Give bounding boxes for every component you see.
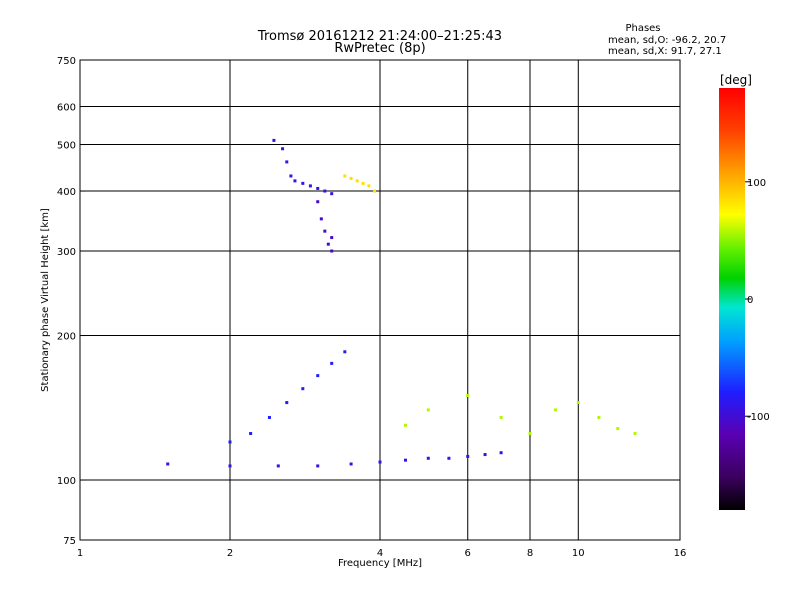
y-tick-label: 500	[57, 141, 76, 152]
data-point	[378, 460, 382, 464]
data-point	[301, 387, 305, 391]
data-points	[166, 138, 637, 468]
data-point	[323, 229, 327, 233]
data-point	[426, 408, 430, 412]
data-point	[249, 432, 253, 436]
data-point	[228, 464, 232, 468]
y-tick-label: 300	[57, 247, 76, 258]
data-point	[330, 361, 334, 365]
x-tick-label: 4	[377, 548, 383, 559]
y-tick-label: 600	[57, 103, 76, 114]
colorbar-tick-label: 0	[747, 295, 753, 306]
data-point	[447, 456, 451, 460]
data-point	[316, 464, 320, 468]
data-point	[349, 462, 353, 466]
colorbar-tick-label: 100	[747, 178, 766, 189]
x-tick-label: 2	[227, 548, 233, 559]
data-point	[316, 200, 320, 204]
data-point	[323, 189, 327, 193]
data-point	[528, 432, 532, 436]
data-point	[483, 453, 487, 457]
x-tick-labels: 1 2 4 6 8 10 16	[77, 548, 687, 559]
x-tick-label: 6	[465, 548, 471, 559]
data-point	[367, 184, 371, 188]
data-point	[285, 160, 289, 164]
data-point	[576, 401, 580, 405]
data-point	[361, 181, 365, 185]
data-point	[373, 189, 377, 193]
data-point	[301, 181, 305, 185]
x-tick-label: 1	[77, 548, 83, 559]
data-point	[616, 427, 620, 431]
data-point	[316, 374, 320, 378]
data-point	[466, 454, 470, 458]
data-point	[330, 192, 334, 196]
grid-lines	[80, 59, 680, 541]
data-point	[349, 176, 353, 180]
phase-info-title: Phases	[625, 23, 660, 34]
x-axis-label: Frequency [MHz]	[338, 558, 422, 569]
data-point	[403, 458, 407, 462]
data-point	[293, 179, 297, 183]
data-point	[316, 186, 320, 190]
y-axis-label: Stationary phase Virtual Height [km]	[40, 208, 51, 392]
phase-info-o: mean, sd,O: -96.2, 20.7	[608, 35, 726, 46]
phase-info-x: mean, sd,X: 91.7, 27.1	[608, 46, 722, 57]
data-point	[466, 394, 470, 398]
x-tick-label: 10	[572, 548, 585, 559]
data-point	[633, 432, 637, 436]
data-point	[228, 440, 232, 444]
data-point	[499, 415, 503, 419]
data-point	[403, 423, 407, 427]
data-point	[267, 415, 271, 419]
data-point	[597, 415, 601, 419]
data-point	[343, 174, 347, 178]
data-point	[289, 174, 293, 178]
chart-subtitle: RwPretec (8p)	[334, 41, 425, 56]
data-point	[326, 242, 330, 246]
data-point	[166, 462, 170, 466]
data-point	[281, 147, 285, 151]
data-point	[319, 217, 323, 221]
y-tick-label: 100	[57, 476, 76, 487]
data-point	[553, 408, 557, 412]
x-tick-label: 16	[674, 548, 687, 559]
colorbar-ticks: 100 0 -100	[745, 178, 770, 423]
colorbar-label: [deg]	[720, 73, 752, 87]
y-tick-label: 400	[57, 187, 76, 198]
data-point	[272, 138, 276, 142]
colorbar	[719, 88, 745, 510]
data-point	[308, 184, 312, 188]
y-tick-label: 750	[57, 56, 76, 67]
data-point	[276, 464, 280, 468]
data-point	[426, 456, 430, 460]
data-point	[330, 236, 334, 240]
y-tick-labels: 75 100 200 300 400 500 600 750	[57, 56, 76, 547]
data-point	[343, 350, 347, 354]
colorbar-tick-label: -100	[747, 412, 770, 423]
y-tick-label: 75	[63, 536, 76, 547]
chart-title: Tromsø 20161212 21:24:00–21:25:43	[257, 29, 502, 44]
data-point	[355, 179, 359, 183]
data-point	[499, 451, 503, 455]
data-point	[285, 401, 289, 405]
y-tick-label: 200	[57, 332, 76, 343]
data-point	[330, 249, 334, 253]
x-tick-label: 8	[527, 548, 533, 559]
